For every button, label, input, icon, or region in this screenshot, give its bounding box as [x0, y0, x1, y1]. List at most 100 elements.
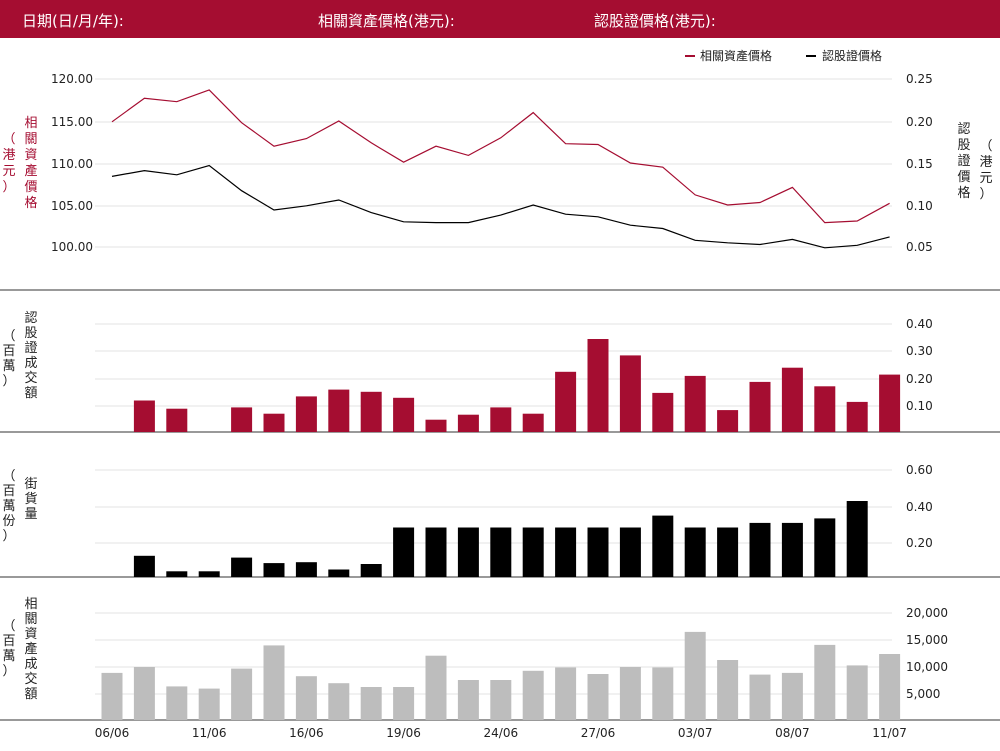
price-right-tick-label: 0.05 [906, 240, 933, 254]
x-tick-label: 11/07 [872, 726, 907, 740]
svg-text:）: ） [2, 664, 15, 679]
warrant-turnover-tick-label: 0.30 [906, 344, 933, 358]
svg-text:百: 百 [2, 344, 15, 359]
x-tick-label: 19/06 [386, 726, 421, 740]
outstanding-bar [263, 563, 285, 577]
underlying-turnover-tick-label: 15,000 [906, 633, 948, 647]
svg-text:量: 量 [24, 507, 37, 522]
svg-text:（: （ [2, 619, 15, 634]
outstanding-bar [749, 522, 771, 577]
underlying-turnover-bar [231, 668, 253, 720]
price-left-axis-title: 相關資產價格 [24, 116, 37, 211]
warrant-turnover-bar [619, 355, 641, 432]
legend-underlying-label: 相關資產價格 [700, 48, 772, 63]
svg-text:認: 認 [957, 121, 970, 137]
svg-text:（: （ [2, 132, 15, 147]
underlying-turnover-bar [846, 665, 868, 720]
underlying-price-label: 相關資產價格(港元): [318, 12, 455, 30]
x-tick-label: 03/07 [678, 726, 713, 740]
svg-text:價: 價 [24, 180, 37, 195]
outstanding-bar [425, 527, 447, 577]
outstanding-bar [393, 527, 415, 577]
svg-text:成: 成 [24, 356, 37, 371]
svg-text:資: 資 [24, 627, 37, 642]
outstanding-bar [198, 571, 220, 577]
outstanding-bar [457, 527, 479, 577]
outstanding-bar [684, 527, 706, 577]
warrant-turnover-bar [328, 389, 350, 432]
warrant-turnover-bar [231, 407, 253, 432]
svg-text:）: ） [2, 374, 15, 389]
svg-text:認: 認 [24, 310, 37, 326]
underlying-turnover-bar [101, 672, 123, 720]
underlying-turnover-bar [198, 688, 220, 720]
svg-text:交: 交 [24, 370, 37, 386]
svg-text:關: 關 [24, 612, 37, 627]
warrant-price-line [111, 164, 890, 249]
svg-text:交: 交 [24, 671, 37, 687]
price-left-tick-label: 120.00 [51, 72, 93, 86]
price-right-tick-label: 0.10 [906, 199, 933, 213]
warrant-turnover-bar [749, 381, 771, 432]
underlying-turnover-bar [814, 644, 836, 720]
outstanding-tick-label: 0.20 [906, 536, 933, 550]
svg-text:萬: 萬 [2, 359, 15, 374]
warrant-turnover-bar [814, 386, 836, 432]
warrant-turnover-bar [166, 408, 188, 432]
outstanding-tick-label: 0.60 [906, 463, 933, 477]
svg-text:百: 百 [2, 634, 15, 649]
outstanding-bar [231, 557, 253, 577]
svg-text:產: 產 [24, 641, 37, 657]
svg-text:萬: 萬 [2, 649, 15, 664]
svg-text:（: （ [2, 469, 15, 484]
svg-text:資: 資 [24, 148, 37, 163]
date-label: 日期(日/月/年): [22, 12, 124, 30]
warrant-turnover-bar [425, 419, 447, 432]
price-right-axis-unit: （港元） [979, 139, 992, 202]
warrant-turnover-bar [717, 410, 739, 432]
svg-text:萬: 萬 [2, 499, 15, 514]
outstanding-bar [133, 555, 155, 577]
x-tick-label: 08/07 [775, 726, 810, 740]
legend-warrant-label: 認股證價格 [822, 48, 882, 63]
outstanding-bar [555, 527, 577, 577]
underlying-turnover-bar [749, 674, 771, 720]
warrant-turnover-bar [879, 374, 901, 432]
underlying-turnover-bar [263, 645, 285, 720]
outstanding-axis-title: 街貨量 [24, 477, 37, 522]
price-left-tick-label: 100.00 [51, 240, 93, 254]
warrant-turnover-bar [555, 371, 577, 432]
outstanding-bar [490, 527, 512, 577]
svg-text:價: 價 [957, 170, 970, 185]
svg-text:百: 百 [2, 484, 15, 499]
outstanding-axis-unit: （百萬份） [2, 469, 15, 544]
svg-text:相: 相 [24, 116, 37, 131]
warrant-turnover-bar [522, 413, 544, 432]
warrant-price-label: 認股證價格(港元): [594, 12, 716, 30]
outstanding-bar [360, 564, 382, 577]
price-right-tick-label: 0.25 [906, 72, 933, 86]
svg-text:（: （ [2, 329, 15, 344]
underlying-turnover-bar [490, 680, 512, 720]
warrant-turnover-bar [684, 375, 706, 432]
underlying-turnover-bar [522, 670, 544, 720]
svg-text:額: 額 [24, 386, 37, 401]
warrant-turnover-bar [846, 401, 868, 432]
price-left-tick-label: 115.00 [51, 115, 93, 129]
underlying-turnover-bar [425, 655, 447, 720]
svg-text:份: 份 [2, 514, 15, 529]
svg-text:港: 港 [2, 148, 15, 163]
warrant-turnover-axis-unit: （百萬） [2, 329, 15, 389]
x-tick-label: 27/06 [581, 726, 616, 740]
svg-text:關: 關 [24, 132, 37, 147]
outstanding-bar [587, 527, 609, 577]
underlying-turnover-tick-label: 10,000 [906, 660, 948, 674]
price-right-axis-title: 認股證價格 [957, 121, 970, 201]
underlying-turnover-tick-label: 20,000 [906, 606, 948, 620]
outstanding-bar [781, 522, 803, 577]
chart-header: 日期(日/月/年): 相關資產價格(港元): 認股證價格(港元): [0, 0, 1000, 38]
warrant-turnover-bar [133, 400, 155, 432]
underlying-turnover-bar [393, 687, 415, 720]
x-tick-label: 06/06 [95, 726, 130, 740]
